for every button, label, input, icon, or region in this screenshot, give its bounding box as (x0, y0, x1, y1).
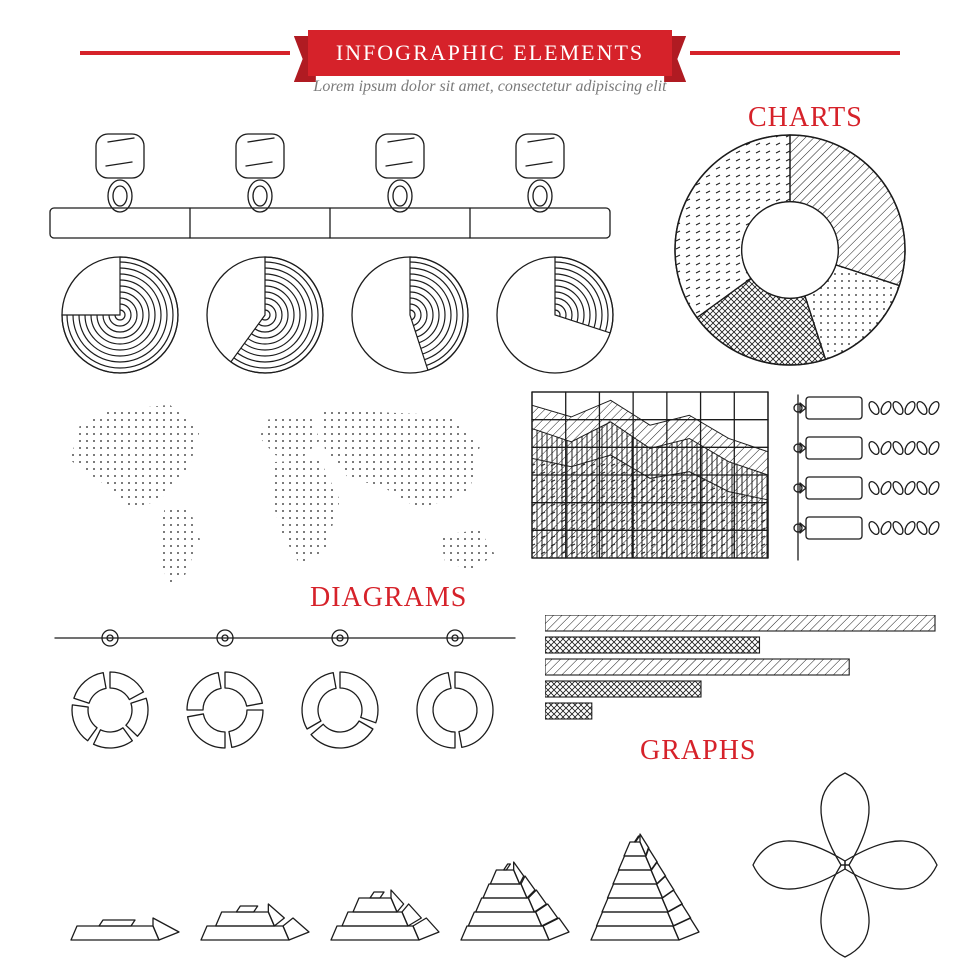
world-map (50, 390, 510, 590)
tag-bar-element (48, 130, 618, 245)
ring-diagrams (50, 620, 520, 760)
donut-chart (665, 125, 915, 375)
header-rule-right (690, 51, 900, 55)
label-graphs: GRAPHS (640, 735, 756, 767)
horizontal-bars (545, 615, 945, 735)
pyramid-series (55, 790, 705, 960)
venn-petals (740, 760, 950, 970)
subtitle: Lorem ipsum dolor sit amet, consectetur … (0, 78, 980, 96)
area-chart (530, 390, 775, 565)
tag-list (790, 390, 950, 565)
header-rule-left (80, 51, 290, 55)
header-row: INFOGRAPHIC ELEMENTS (0, 30, 980, 76)
pie-percentage-row (55, 250, 625, 380)
title-ribbon: INFOGRAPHIC ELEMENTS (308, 30, 672, 76)
